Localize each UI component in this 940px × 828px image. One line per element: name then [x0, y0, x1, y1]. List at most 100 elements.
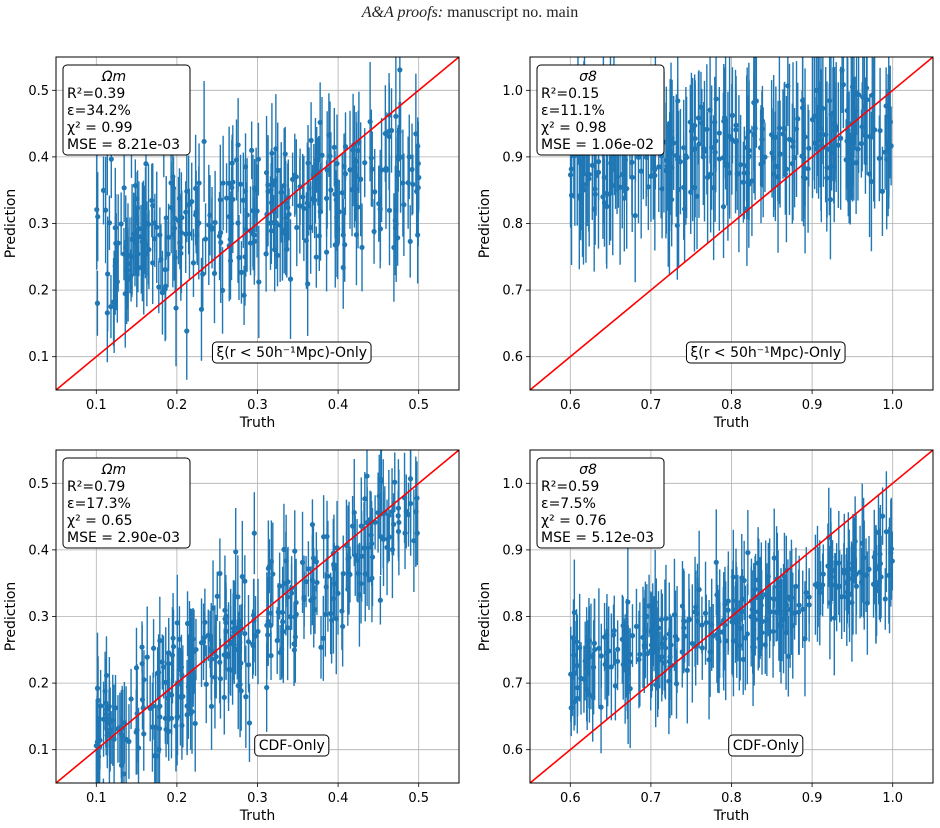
annotation-box [254, 734, 330, 757]
data-point [802, 134, 808, 140]
data-point [756, 636, 762, 642]
data-point [250, 641, 256, 647]
data-point [586, 651, 592, 657]
data-point [309, 577, 315, 583]
data-point [292, 548, 298, 554]
stat-line: R²=0.79 [67, 479, 125, 495]
data-point [706, 657, 712, 663]
data-point [624, 185, 630, 192]
data-point [405, 180, 411, 186]
x-tick-label: 0.1 [86, 791, 107, 806]
data-point [614, 658, 621, 664]
data-point [845, 154, 851, 160]
data-point [291, 641, 297, 647]
data-point [157, 232, 163, 238]
data-point [844, 107, 850, 114]
axes-frame [55, 449, 460, 784]
y-axis-label: Prediction [3, 582, 19, 652]
annotation-box [728, 734, 804, 757]
data-point [263, 251, 269, 257]
data-point [814, 581, 821, 587]
data-point [795, 116, 801, 122]
data-point [659, 654, 665, 660]
data-point [299, 559, 306, 565]
data-point [209, 226, 215, 232]
data-point [369, 554, 376, 560]
stats-box [62, 457, 191, 549]
x-tick-label: 0.3 [247, 398, 268, 413]
data-point [648, 173, 654, 179]
data-point [237, 639, 243, 646]
data-point [645, 184, 651, 190]
data-point [700, 154, 706, 160]
data-point [604, 203, 610, 210]
data-point [839, 67, 845, 73]
data-point [252, 633, 259, 639]
data-point [650, 629, 656, 635]
data-point [751, 627, 757, 633]
data-point [342, 143, 349, 150]
data-point [586, 171, 592, 177]
data-point [831, 142, 837, 149]
data-point [329, 617, 335, 623]
data-point [389, 508, 395, 515]
data-point [674, 636, 680, 642]
data-point [638, 168, 644, 174]
x-tick-label: 0.6 [560, 398, 581, 413]
data-point [146, 246, 152, 253]
y-axis-label: Prediction [477, 189, 493, 259]
data-point [755, 577, 761, 583]
stat-line: MSE = 1.06e-02 [541, 137, 654, 153]
y-tick-label: 0.3 [28, 610, 49, 625]
data-point [708, 171, 714, 177]
data-point [293, 599, 299, 606]
data-point [280, 619, 286, 625]
data-point [217, 570, 223, 577]
x-tick-label: 0.1 [86, 398, 107, 413]
data-point [758, 602, 764, 608]
data-point [150, 260, 156, 266]
data-point [309, 521, 316, 528]
data-point [382, 130, 388, 137]
stat-line: MSE = 8.21e-03 [67, 137, 180, 153]
data-point [275, 167, 281, 173]
data-point [285, 594, 291, 600]
data-point [765, 602, 771, 609]
data-point [328, 610, 334, 617]
data-point [235, 683, 241, 689]
data-point [209, 656, 215, 662]
data-point [642, 628, 648, 634]
data-point [407, 238, 413, 245]
y-tick-label: 0.7 [502, 677, 523, 692]
data-point [179, 214, 185, 221]
data-point [138, 234, 144, 240]
stats-box [536, 64, 665, 156]
data-point [652, 167, 658, 173]
data-point [270, 571, 276, 577]
data-point [217, 676, 224, 682]
data-point [592, 191, 598, 197]
data-point [110, 299, 117, 305]
data-point [646, 603, 652, 609]
data-point [860, 94, 866, 100]
data-point [619, 636, 625, 642]
data-point [308, 137, 314, 143]
data-point [889, 558, 895, 564]
data-point [711, 185, 717, 191]
data-point [671, 612, 678, 618]
data-point [183, 209, 189, 215]
data-point [104, 310, 110, 316]
data-point [208, 703, 215, 709]
x-tick-label: 0.2 [167, 791, 188, 806]
data-point [818, 585, 824, 591]
data-point [802, 636, 808, 642]
parameter-label: σ8 [579, 462, 597, 478]
data-point [888, 546, 895, 552]
data-point [781, 125, 787, 131]
data-point [845, 560, 851, 566]
data-point [725, 163, 731, 169]
data-point [221, 694, 227, 700]
data-point [703, 619, 709, 626]
data-point [632, 213, 638, 219]
